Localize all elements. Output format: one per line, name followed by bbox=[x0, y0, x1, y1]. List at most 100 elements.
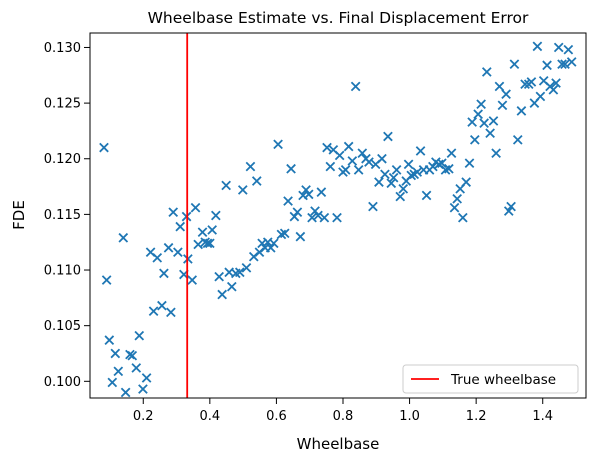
data-point bbox=[187, 275, 198, 285]
data-point bbox=[415, 146, 426, 156]
data-point bbox=[412, 167, 423, 177]
points-layer bbox=[99, 41, 577, 398]
data-point bbox=[512, 134, 523, 145]
data-point bbox=[217, 289, 227, 300]
data-point bbox=[488, 116, 499, 126]
data-point bbox=[226, 281, 237, 292]
data-point bbox=[485, 128, 495, 138]
data-point bbox=[251, 176, 262, 186]
data-point bbox=[398, 183, 409, 194]
y-tick-label: 0.110 bbox=[44, 264, 81, 279]
data-point bbox=[152, 252, 163, 263]
data-point bbox=[452, 193, 463, 204]
y-tick-label: 0.130 bbox=[44, 41, 81, 56]
data-point bbox=[207, 225, 218, 235]
data-point bbox=[325, 161, 336, 172]
data-point bbox=[368, 201, 378, 212]
data-point bbox=[497, 100, 508, 111]
data-point bbox=[386, 178, 397, 189]
x-tick-label: 0.2 bbox=[133, 409, 154, 424]
data-point bbox=[138, 384, 148, 394]
data-point bbox=[469, 134, 480, 145]
data-point bbox=[560, 59, 570, 69]
data-point bbox=[104, 335, 115, 345]
data-point bbox=[566, 57, 577, 67]
data-point bbox=[347, 156, 358, 166]
data-point bbox=[99, 142, 109, 153]
data-point bbox=[127, 350, 138, 361]
y-tick-label: 0.125 bbox=[44, 97, 81, 112]
data-point bbox=[334, 150, 345, 161]
data-point bbox=[446, 148, 457, 159]
data-point bbox=[383, 131, 393, 142]
data-point bbox=[319, 212, 330, 223]
data-point bbox=[395, 191, 406, 202]
data-point bbox=[210, 210, 221, 221]
data-point bbox=[421, 190, 432, 201]
data-point bbox=[107, 377, 118, 388]
legend-box bbox=[402, 364, 579, 394]
data-point bbox=[353, 165, 364, 175]
data-point bbox=[557, 59, 567, 69]
y-tick-label: 0.105 bbox=[44, 319, 81, 334]
data-point bbox=[548, 84, 559, 95]
data-point bbox=[476, 99, 486, 110]
data-point bbox=[388, 172, 399, 183]
data-point bbox=[542, 60, 552, 71]
data-point bbox=[265, 242, 276, 253]
x-tick-label: 0.6 bbox=[266, 409, 287, 424]
data-point bbox=[461, 177, 471, 187]
data-point bbox=[377, 153, 387, 164]
data-point bbox=[141, 373, 152, 383]
data-point bbox=[237, 185, 248, 195]
data-point bbox=[479, 118, 489, 128]
data-point bbox=[516, 106, 527, 116]
plot-area-frame bbox=[89, 32, 587, 399]
y-axis-label: FDE bbox=[10, 200, 28, 230]
x-tick-label: 0.4 bbox=[199, 409, 220, 424]
data-point bbox=[491, 148, 501, 159]
data-point bbox=[428, 161, 438, 172]
data-point bbox=[221, 180, 231, 191]
data-point bbox=[364, 157, 374, 167]
x-axis: 0.2 0.4 0.6 0.8 1.0 1.2 1.4 bbox=[133, 398, 553, 424]
data-point bbox=[157, 300, 167, 311]
data-point bbox=[340, 165, 351, 175]
data-point bbox=[307, 212, 317, 223]
x-tick-label: 1.4 bbox=[532, 409, 553, 424]
data-point bbox=[205, 238, 215, 249]
data-point bbox=[509, 59, 520, 69]
data-point bbox=[190, 202, 201, 213]
data-point bbox=[168, 207, 179, 217]
data-point bbox=[234, 267, 245, 278]
x-tick-label: 0.8 bbox=[333, 409, 354, 424]
data-point bbox=[391, 165, 402, 175]
y-tick-label: 0.115 bbox=[44, 208, 81, 223]
legend: True wheelbase bbox=[402, 364, 579, 394]
data-point bbox=[481, 67, 492, 77]
data-point bbox=[535, 91, 546, 102]
data-point bbox=[202, 238, 213, 249]
data-point bbox=[526, 77, 537, 87]
data-point bbox=[113, 366, 124, 377]
data-point bbox=[295, 231, 306, 242]
data-point bbox=[449, 202, 460, 213]
data-point bbox=[506, 201, 516, 212]
data-point bbox=[292, 207, 303, 217]
data-point bbox=[343, 141, 354, 152]
x-tick-label: 1.0 bbox=[399, 409, 420, 424]
y-axis: 0.100 0.105 0.110 0.115 0.120 0.125 0.130 bbox=[44, 41, 90, 390]
data-point bbox=[313, 210, 323, 221]
data-point bbox=[332, 212, 342, 223]
data-point bbox=[173, 247, 183, 258]
x-tick-label: 1.2 bbox=[466, 409, 487, 424]
data-point bbox=[310, 206, 320, 216]
data-point bbox=[444, 163, 454, 174]
data-point bbox=[380, 169, 390, 180]
data-point bbox=[241, 262, 252, 273]
data-point bbox=[553, 42, 564, 53]
x-axis-label: Wheelbase bbox=[297, 435, 380, 453]
data-point bbox=[214, 271, 224, 282]
data-point bbox=[166, 307, 176, 318]
